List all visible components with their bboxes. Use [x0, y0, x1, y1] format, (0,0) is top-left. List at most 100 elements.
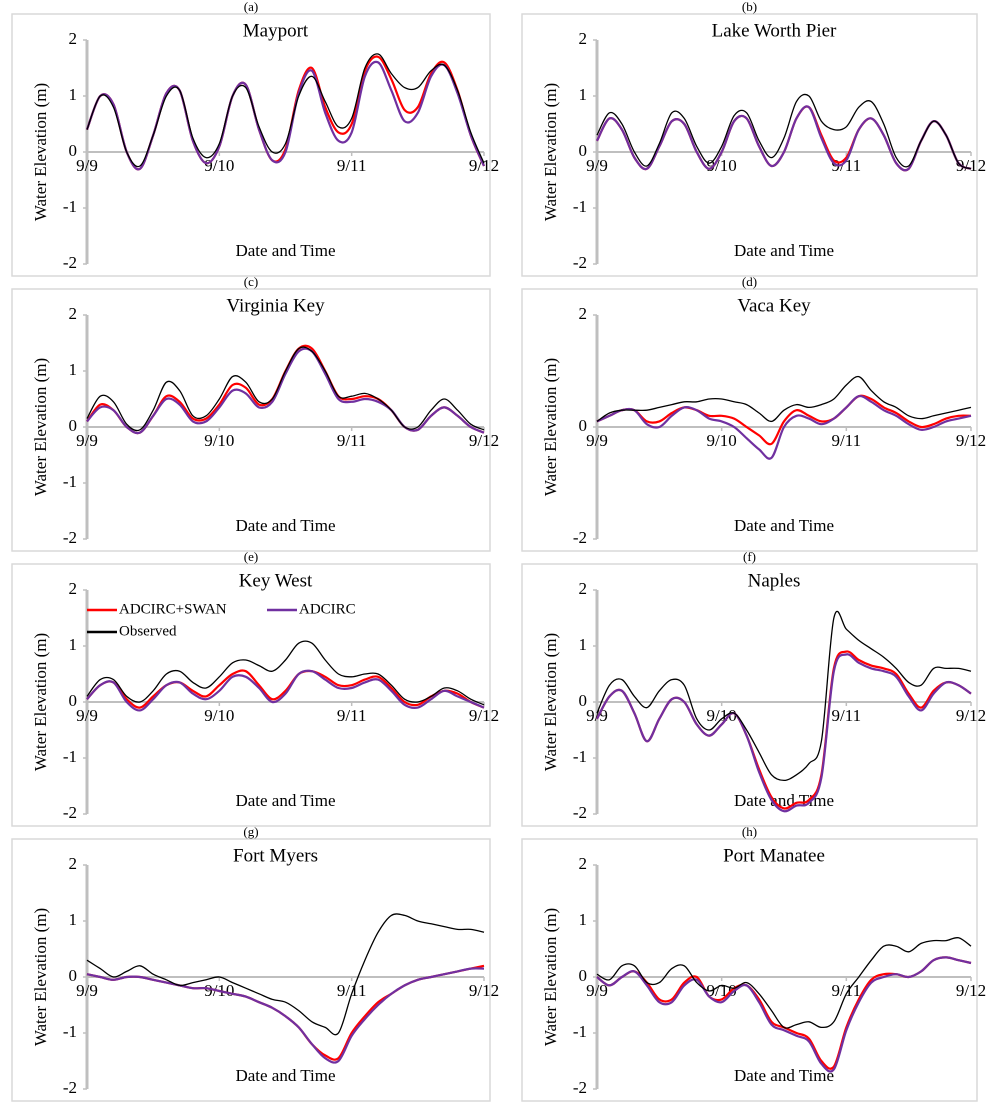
series-line [86, 347, 485, 435]
legend-label: ADCIRC [299, 601, 356, 617]
y-tick-label: 2 [69, 29, 78, 48]
panel-frame [11, 13, 491, 277]
y-tick-label: -2 [63, 253, 77, 272]
y-axis-title: Water Elevation (m) [31, 633, 50, 771]
panel-label: (g) [243, 824, 258, 839]
y-axis-title: Water Elevation (m) [541, 908, 560, 1046]
y-tick-label: 1 [579, 635, 588, 654]
panel-label: (c) [244, 274, 258, 289]
y-tick-label: 0 [69, 141, 78, 160]
y-axis-title: Water Elevation (m) [541, 358, 560, 496]
legend-label: Observed [119, 623, 177, 639]
chart-title: Virginia Key [226, 295, 325, 316]
panel-frame [11, 563, 491, 827]
legend-label: ADCIRC+SWAN [119, 601, 227, 617]
panel-frame [11, 838, 491, 1102]
series-line [86, 913, 485, 1036]
panel-label: (f) [743, 549, 756, 564]
y-tick-label: 0 [579, 966, 588, 985]
y-axis-title: Water Elevation (m) [31, 908, 50, 1046]
x-tick-label: 9/11 [337, 981, 367, 1000]
series-line [596, 105, 972, 172]
x-tick-label: 9/9 [586, 706, 608, 725]
y-tick-label: 1 [69, 910, 78, 929]
y-tick-label: -1 [573, 1022, 587, 1041]
y-tick-label: -1 [573, 747, 587, 766]
y-tick-label: 1 [69, 635, 78, 654]
x-tick-label: 9/11 [337, 706, 367, 725]
x-tick-label: 9/10 [204, 706, 234, 725]
y-tick-label: 0 [579, 691, 588, 710]
y-tick-label: -2 [63, 803, 77, 822]
x-tick-label: 9/11 [832, 431, 862, 450]
y-tick-label: 2 [579, 29, 588, 48]
x-tick-label: 9/10 [707, 431, 737, 450]
x-tick-label: 9/11 [832, 156, 862, 175]
chart-title: Port Manatee [723, 845, 825, 866]
y-axis-title: Water Elevation (m) [541, 83, 560, 221]
series-line [596, 653, 972, 813]
y-tick-label: -1 [63, 197, 77, 216]
x-axis-title: Date and Time [734, 241, 834, 260]
chart-title: Mayport [243, 20, 309, 41]
y-tick-label: 2 [69, 304, 78, 323]
x-axis-title: Date and Time [235, 516, 335, 535]
series-line [86, 967, 485, 1064]
x-tick-label: 9/12 [469, 981, 499, 1000]
x-axis-title: Date and Time [734, 516, 834, 535]
panel-frame [521, 838, 978, 1102]
chart-title: Lake Worth Pier [712, 20, 837, 41]
series-line [86, 669, 485, 712]
y-tick-label: 1 [69, 85, 78, 104]
series-line [596, 936, 972, 1029]
series-line [596, 956, 972, 1073]
y-tick-label: -1 [63, 747, 77, 766]
y-tick-label: 2 [579, 579, 588, 598]
x-tick-label: 9/11 [337, 431, 367, 450]
y-tick-label: 0 [69, 966, 78, 985]
x-tick-label: 9/11 [337, 156, 367, 175]
x-tick-label: 9/9 [586, 981, 608, 1000]
chart-title: Key West [239, 570, 313, 591]
y-axis-title: Water Elevation (m) [541, 633, 560, 771]
panel-label: (e) [244, 549, 258, 564]
x-tick-label: 9/9 [76, 431, 98, 450]
x-tick-label: 9/12 [469, 706, 499, 725]
x-tick-label: 9/9 [76, 981, 98, 1000]
y-tick-label: 2 [69, 579, 78, 598]
x-tick-label: 9/10 [707, 156, 737, 175]
y-tick-label: 0 [69, 416, 78, 435]
x-tick-label: 9/9 [76, 156, 98, 175]
panel-frame [521, 563, 978, 827]
y-tick-label: -2 [573, 803, 587, 822]
x-tick-label: 9/12 [956, 706, 986, 725]
x-tick-label: 9/9 [586, 431, 608, 450]
chart-title: Naples [748, 570, 801, 591]
panel: (c) -2 -1 0 1 2 9/9 9/10 9/11 9/12 Water Elevation… [11, 274, 499, 552]
x-tick-label: 9/11 [832, 706, 862, 725]
y-tick-label: 2 [579, 304, 588, 323]
x-axis-title: Date and Time [235, 1066, 335, 1085]
x-axis-title: Date and Time [734, 791, 834, 810]
panel-label: (d) [742, 274, 757, 289]
y-tick-label: -2 [573, 1078, 587, 1097]
chart-title: Fort Myers [233, 845, 318, 866]
panel-label: (h) [742, 824, 757, 839]
x-tick-label: 9/9 [76, 706, 98, 725]
y-tick-label: -1 [63, 1022, 77, 1041]
y-tick-label: 0 [69, 691, 78, 710]
y-tick-label: 2 [69, 854, 78, 873]
series-line [596, 394, 972, 446]
x-tick-label: 9/10 [204, 156, 234, 175]
x-tick-label: 9/12 [956, 981, 986, 1000]
panel: (e) -2 -1 0 1 2 9/9 9/10 9/11 9/12 Water Elevation… [11, 549, 499, 827]
x-tick-label: 9/10 [707, 706, 737, 725]
y-axis-title: Water Elevation (m) [31, 358, 50, 496]
series-line [86, 346, 485, 432]
series-line [86, 964, 485, 1061]
panel-frame [521, 13, 978, 277]
